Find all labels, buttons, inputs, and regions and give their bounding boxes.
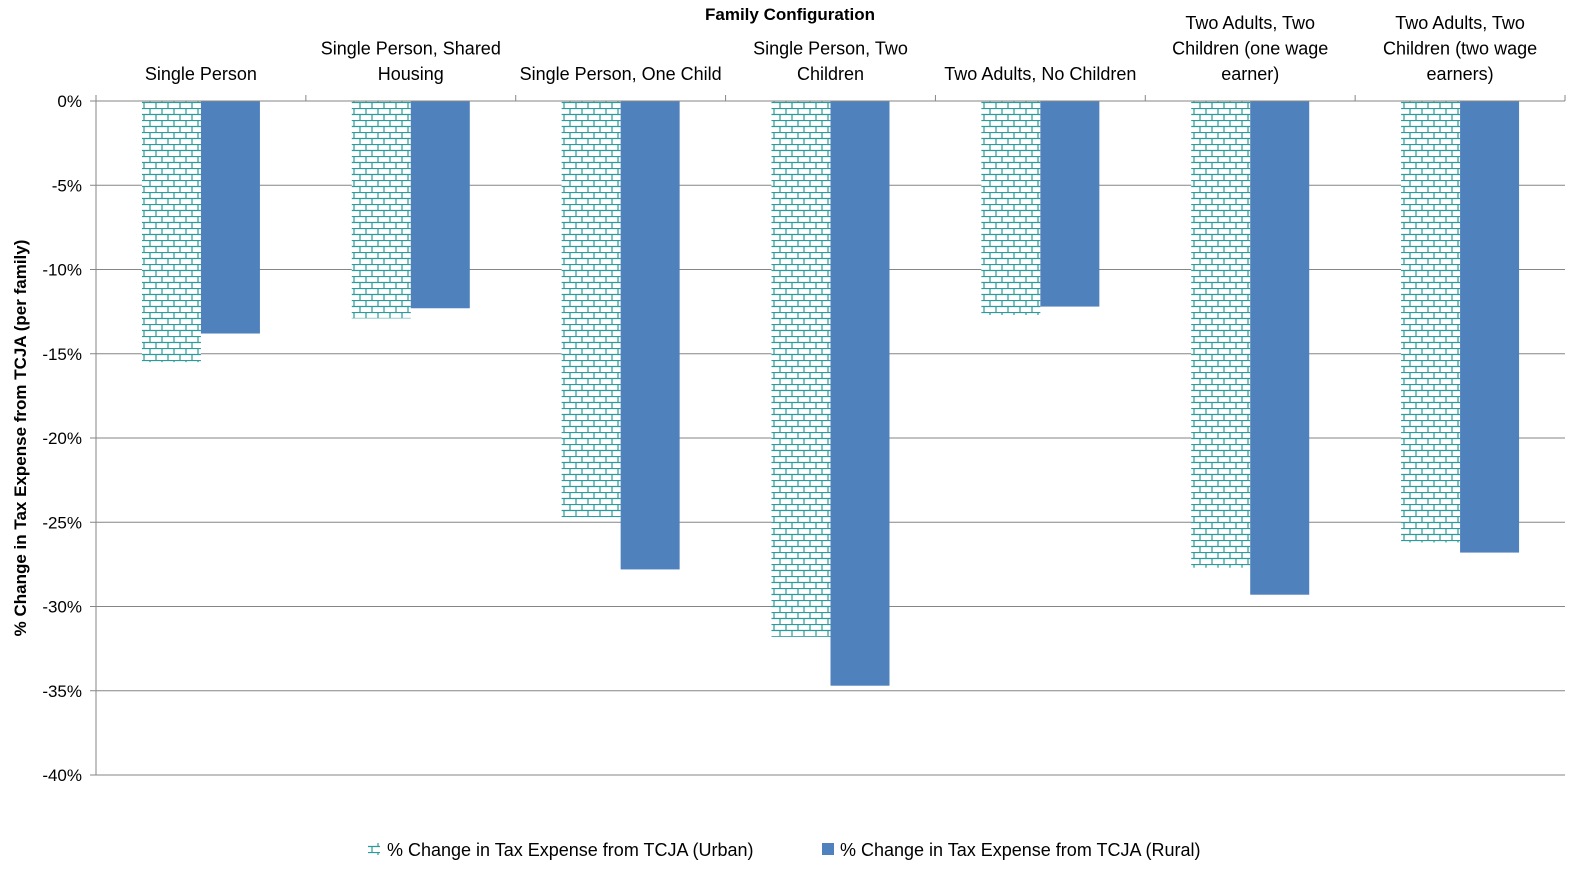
axes <box>90 95 1566 776</box>
legend-label-rural: % Change in Tax Expense from TCJA (Rural… <box>840 840 1201 860</box>
category-label-line: earners) <box>1427 64 1494 84</box>
category-label: Two Adults, Two Children (one wage earner) <box>1172 13 1328 84</box>
category-label-line: Two Adults, Two <box>1395 13 1525 33</box>
y-tick-label: -25% <box>42 513 82 532</box>
bar-rural <box>620 101 680 570</box>
legend-label-urban: % Change in Tax Expense from TCJA (Urban… <box>387 840 754 860</box>
legend: % Change in Tax Expense from TCJA (Urban… <box>368 840 1201 860</box>
category-label: Single Person, Two Children <box>753 39 908 85</box>
y-tick-label: 0% <box>57 92 82 111</box>
y-tick-label: -15% <box>42 345 82 364</box>
category-label-line: Children (two wage <box>1383 39 1537 59</box>
bar-rural <box>410 101 470 309</box>
bar-urban <box>351 101 411 319</box>
y-tick-label: -30% <box>42 598 82 617</box>
category-label: Single Person, One Child <box>520 64 722 84</box>
y-tick-label: -20% <box>42 429 82 448</box>
y-tick-label: -35% <box>42 682 82 701</box>
bars <box>141 101 1520 686</box>
bar-rural <box>1460 101 1520 553</box>
legend-swatch-urban <box>368 843 380 855</box>
bar-rural <box>1250 101 1310 595</box>
category-label-line: Children <box>797 64 864 84</box>
category-label-line: Single Person, Shared <box>321 39 501 59</box>
category-label: Single Person, Shared Housing <box>321 39 501 85</box>
category-label-line: Two Adults, Two <box>1185 13 1315 33</box>
legend-swatch-rural <box>822 843 834 855</box>
bar-urban <box>771 101 831 637</box>
y-tick-label: -5% <box>52 176 82 195</box>
bar-rural <box>830 101 890 686</box>
bar-urban <box>141 101 201 363</box>
category-label: Two Adults, No Children <box>944 64 1136 84</box>
bar-urban <box>561 101 621 518</box>
category-label: Two Adults, Two Children (two wage earners… <box>1383 13 1537 84</box>
category-label-line: Two Adults, No Children <box>944 64 1136 84</box>
category-label-line: Single Person, One Child <box>520 64 722 84</box>
category-label-line: Children (one wage <box>1172 39 1328 59</box>
bar-urban <box>1401 101 1461 543</box>
category-label-line: Housing <box>378 64 444 84</box>
category-label: Single Person <box>145 64 257 84</box>
x-axis-title: Family Configuration <box>705 5 875 24</box>
labels: 0% -5% -10% -15% -20% -25% -30% -35% -40% Single … <box>42 13 1537 785</box>
bar-urban <box>981 101 1041 315</box>
category-label-line: Single Person, Two <box>753 39 908 59</box>
bar-rural <box>1040 101 1100 307</box>
y-axis-title: % Change in Tax Expense from TCJA (per f… <box>11 240 30 637</box>
y-tick-label: -40% <box>42 766 82 785</box>
bar-urban <box>1191 101 1251 568</box>
bar-rural <box>200 101 260 334</box>
category-label-line: earner) <box>1221 64 1279 84</box>
y-tick-label: -10% <box>42 261 82 280</box>
category-label-line: Single Person <box>145 64 257 84</box>
